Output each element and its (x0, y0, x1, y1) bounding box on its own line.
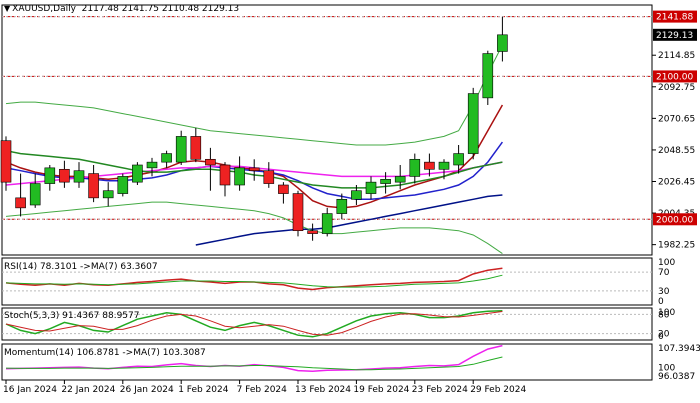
collapse-arrow-icon[interactable]: ▼ (4, 4, 11, 13)
main-chart-info: ▼ XAUUSD,Daily 2117.48 2141.75 2110.48 21… (4, 4, 239, 14)
price-badge-label: 2141.88 (656, 13, 693, 23)
y-tick-label: 1982.25 (658, 241, 695, 251)
symbol-label: XAUUSD,Daily (12, 4, 76, 14)
price-badge (653, 213, 697, 226)
rsi-pane-frame (1, 257, 653, 306)
candle-body (73, 170, 85, 183)
momentum-series-line-1 (5, 356, 503, 371)
candle-body (190, 136, 202, 160)
candle-body (161, 153, 172, 163)
candle-body (424, 161, 435, 170)
main-series-line-6 (5, 201, 503, 255)
candle-body (482, 53, 494, 99)
ohlc-label: 2117.48 2141.75 2110.48 2129.13 (81, 4, 240, 14)
price-badge (653, 28, 697, 41)
candle-body (307, 230, 318, 234)
main-series-line-5 (5, 44, 503, 146)
candle-body (380, 178, 391, 184)
candle-body (351, 190, 362, 200)
rsi-label: RSI(14) 78.3101 ->MA(7) 63.3607 (4, 262, 158, 272)
y-tick-label: 2114.85 (658, 51, 695, 61)
x-tick-label: 22 Jan 2024 (61, 385, 115, 395)
candle-body (467, 93, 479, 154)
momentum-level-label: 100 (658, 363, 675, 373)
candle-body (15, 197, 26, 209)
x-tick-label: 13 Feb 2024 (295, 385, 351, 395)
candle-body (0, 140, 12, 183)
candle-body (117, 176, 129, 194)
candle-body (438, 161, 450, 170)
candle-body (263, 170, 275, 184)
stoch-level-label: 0 (658, 332, 664, 342)
stoch-info: Stoch(5,3,3) 91.4367 88.9577 (4, 311, 139, 321)
y-tick-label: 2092.75 (658, 83, 695, 93)
x-tick-label: 19 Feb 2024 (353, 385, 409, 395)
stoch-pane-frame (1, 307, 653, 341)
rsi-series-line-1 (5, 274, 503, 288)
candle-body (321, 213, 333, 234)
x-tick-label: 16 Jan 2024 (3, 385, 57, 395)
candle-body (453, 153, 464, 166)
candle-body (59, 168, 70, 183)
x-tick-label: 23 Feb 2024 (412, 385, 468, 395)
price-badge-label: 2000.00 (656, 215, 693, 225)
candle-body (365, 181, 377, 194)
candle-body (132, 164, 143, 183)
candle-body (278, 184, 289, 194)
stoch-series-line-1 (5, 311, 503, 336)
candle-body (336, 198, 348, 214)
price-badge-label: 2129.13 (656, 31, 693, 41)
candle-body (205, 158, 216, 166)
y-tick-label: 2026.45 (658, 178, 695, 188)
momentum-level-label: 96.0387 (658, 372, 695, 382)
candle-body (497, 34, 508, 52)
stoch-series-line-0 (5, 309, 503, 338)
stoch-level-label: 80 (658, 310, 670, 320)
price-badge-label: 2100.00 (656, 72, 693, 82)
stoch-label: Stoch(5,3,3) 91.4367 88.9577 (4, 311, 140, 321)
y-tick-label: 2070.65 (658, 114, 695, 124)
x-tick-label: 1 Feb 2024 (178, 385, 229, 395)
momentum-label: Momentum(14) 106.8781 ->MA(7) 103.3087 (4, 348, 206, 358)
momentum-info: Momentum(14) 106.8781 ->MA(7) 103.3087 (4, 348, 206, 358)
x-tick-label: 26 Jan 2024 (120, 385, 174, 395)
stoch-level-label: 100 (658, 308, 675, 318)
momentum-level-label: 107.3943 (658, 344, 700, 354)
rsi-level-label: 30 (658, 287, 670, 297)
price-badge (653, 10, 697, 23)
mom-pane-frame (1, 343, 653, 381)
x-tick-label: 7 Feb 2024 (237, 385, 288, 395)
rsi-level-label: 70 (658, 268, 670, 278)
rsi-level-label: 100 (658, 258, 675, 268)
candle-body (248, 167, 260, 172)
y-tick-label: 2048.55 (658, 146, 695, 156)
candle-body (234, 167, 245, 186)
candle-body (409, 158, 421, 177)
price-badge (653, 70, 697, 83)
candle-body (102, 190, 114, 199)
candle-body (292, 193, 304, 232)
rsi-level-label: 0 (658, 297, 664, 307)
candle-body (219, 164, 231, 186)
stoch-level-label: 20 (658, 330, 670, 340)
candle-body (146, 161, 158, 169)
candle-body (44, 167, 56, 184)
candle-body (29, 183, 41, 206)
rsi-info: RSI(14) 78.3101 ->MA(7) 63.3607 (4, 262, 158, 272)
x-tick-label: 29 Feb 2024 (470, 385, 526, 395)
candle-body (394, 176, 406, 183)
candle-body (88, 173, 99, 199)
main-series-line-2 (195, 194, 503, 246)
main-pane-frame (1, 4, 653, 256)
candle-body (175, 136, 187, 163)
